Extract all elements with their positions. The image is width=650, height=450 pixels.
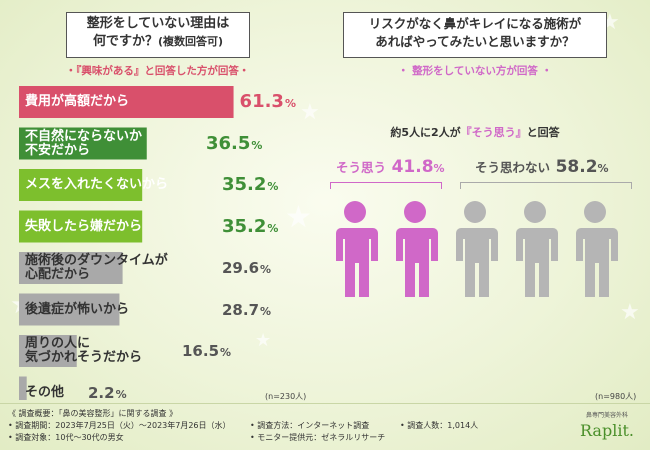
right-summary-post: と回答 [526,126,560,139]
bar-1 [19,127,147,160]
left-title-question: 何ですか？ [92,34,158,49]
star-decoration: ★ [300,100,320,125]
bar-6 [19,335,77,367]
left-title-line2: 何ですか？(複数回答可) [67,33,249,51]
no-group: そう思わない 58.2% [475,157,609,177]
bar-2 [19,169,143,201]
bar-7 [19,376,27,400]
bar-4 [19,252,123,284]
bar-value-1: 36.5% [206,132,263,154]
bar-label-3: 失敗したら嫌だから [25,218,143,234]
bar-label-0: 費用が高額だから [25,94,130,109]
person-icon [516,201,558,297]
bar-value-4: 29.6% [222,259,272,277]
left-sample-size: (n=230人) [265,392,307,401]
bar-3 [19,210,143,243]
no-value: 58.2 [555,157,598,177]
survey-count: • 調査人数：1,014人 [400,421,479,430]
left-title-box: 整形をしていない理由は 何ですか？(複数回答可) [66,12,250,58]
brand-logo: 鼻専門美容外科 Raplit. [568,410,646,446]
survey-period: • 調査期間：2023年7月25日（火）〜2023年7月26日（水） [8,421,231,430]
survey-overview: 《 調査概要：「鼻の美容整形」に関する調査 》 [8,409,178,418]
right-summary-pre: 約5人に2人が [390,126,461,139]
footer-divider [0,403,650,404]
right-summary-emphasis: 『そう思う』 [460,126,527,139]
right-subtitle: ・ 整形をしていない方が回答 ・ [398,65,552,77]
bar-label-5: 後遺症が怖いから [25,301,130,317]
person-icon [396,201,438,297]
right-title-line2: あればやってみたいと思いますか？ [375,34,575,49]
bar-label-4: 施術後のダウンタイムが 心配だから [25,253,168,282]
survey-provider: • モニター提供元：ゼネラルリサーチ [250,433,386,442]
brand-name: Raplit. [580,421,634,440]
left-title-note: (複数回答可) [157,35,224,48]
reasons-bar-chart [19,86,234,400]
left-title-line1: 整形をしていない理由は [86,16,230,31]
star-decoration: ★ [620,300,640,325]
bar-label-6: 周りの人に 気づかれそうだから [25,336,143,365]
yes-bracket [330,182,442,189]
survey-target: • 調査対象：10代〜30代の男女 [8,433,124,442]
people-pictogram [336,201,618,297]
person-icon [456,201,498,297]
yes-label: そう思う [336,160,387,175]
person-icon [336,201,378,297]
right-title-line1: リスクがなく鼻がキレイになる施術が [368,16,582,31]
yes-group: そう思う 41.8% [336,157,445,177]
bar-value-6: 16.5% [182,342,232,360]
bar-value-7: 2.2% [88,383,127,402]
bar-value-3: 35.2% [222,215,279,237]
bar-label-2: メスを入れたくないから [25,177,169,192]
right-title-box: リスクがなく鼻がキレイになる施術が あればやってみたいと思いますか？ [343,12,607,58]
bar-0 [19,86,234,118]
no-label: そう思わない [475,160,551,175]
star-decoration: ★ [255,330,272,351]
left-subtitle: ・『興味がある』と回答した方が回答・ [65,65,250,77]
bar-value-2: 35.2% [222,174,279,195]
survey-method: • 調査方法：インターネット調査 [250,421,370,430]
bar-label-7: その他 [25,384,65,400]
person-icon [576,201,618,297]
bar-value-0: 61.3% [239,91,296,112]
bar-label-1: 不自然にならないか 不安だから [25,128,143,158]
bar-5 [19,293,120,326]
no-bracket [460,182,632,189]
right-sample-size: (n=980人) [595,392,637,401]
star-decoration: ★ [285,200,312,235]
right-summary: 約5人に2人が『そう思う』と回答 [340,124,610,140]
yes-value: 41.8 [391,157,434,177]
bar-value-5: 28.7% [222,300,272,319]
brand-tagline: 鼻専門美容外科 [585,412,628,419]
